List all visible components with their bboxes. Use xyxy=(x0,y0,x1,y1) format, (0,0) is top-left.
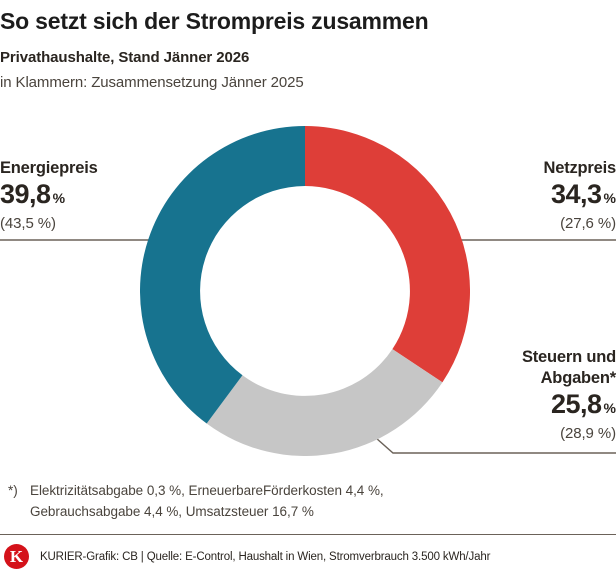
callout-energiepreis-number: 39,8 xyxy=(0,179,51,209)
donut-graphic xyxy=(140,126,470,456)
donut-slice-netzpreis xyxy=(305,126,470,383)
footnote-line-2: Gebrauchsabgabe 4,4 %, Umsatzsteuer 16,7… xyxy=(30,504,314,519)
subtitle-note: in Klammern: Zusammensetzung Jänner 2025 xyxy=(0,74,304,91)
footnote: *) Elektrizitätsabgabe 0,3 %, Erneuerbar… xyxy=(0,480,600,522)
callout-energiepreis-previous: (43,5 %) xyxy=(0,215,56,232)
callout-energiepreis-label: Energiepreis xyxy=(0,159,98,177)
callout-steuern-label-line2: Abgaben* xyxy=(540,369,616,387)
callout-energiepreis-unit: % xyxy=(52,190,66,206)
callout-steuern-unit: % xyxy=(603,400,616,416)
callout-netzpreis-label: Netzpreis xyxy=(543,159,616,177)
source-bar: K KURIER-Grafik: CB | Quelle: E-Control,… xyxy=(0,540,616,573)
callout-energiepreis: Energiepreis 39,8% (43,5 %) xyxy=(0,158,98,234)
callout-netzpreis-unit: % xyxy=(603,190,616,206)
callout-steuern-previous: (28,9 %) xyxy=(560,425,616,442)
donut-slice-steuern xyxy=(206,349,443,456)
footnote-line-1: Elektrizitätsabgabe 0,3 %, ErneuerbareFö… xyxy=(30,483,384,498)
callout-energiepreis-value: 39,8% xyxy=(0,179,98,214)
callout-netzpreis-number: 34,3 xyxy=(550,179,602,209)
leader-line-steuern xyxy=(375,437,616,454)
footnote-marker: *) xyxy=(8,483,18,498)
kurier-logo-icon: K xyxy=(4,544,29,569)
donut-chart: Energiepreis 39,8% (43,5 %) Netzpreis 34… xyxy=(0,110,616,470)
subtitle: Privathaushalte, Stand Jänner 2026 xyxy=(0,49,250,66)
callout-steuern-label-line1: Steuern und xyxy=(521,348,616,366)
callout-netzpreis-previous: (27,6 %) xyxy=(560,215,616,232)
callout-netzpreis: Netzpreis 34,3% (27,6 %) xyxy=(544,158,616,234)
source-divider xyxy=(0,534,616,535)
callout-steuern-number: 25,8 xyxy=(550,389,602,419)
page-title: So setzt sich der Strompreis zusammen xyxy=(0,8,429,34)
callout-steuern-value: 25,8% xyxy=(522,389,616,424)
donut-slice-energiepreis xyxy=(140,126,305,424)
callout-steuern: Steuern und Abgaben* 25,8% (28,9 %) xyxy=(522,347,616,444)
source-text: KURIER-Grafik: CB | Quelle: E-Control, H… xyxy=(40,550,491,563)
callout-netzpreis-value: 34,3% xyxy=(544,179,616,214)
